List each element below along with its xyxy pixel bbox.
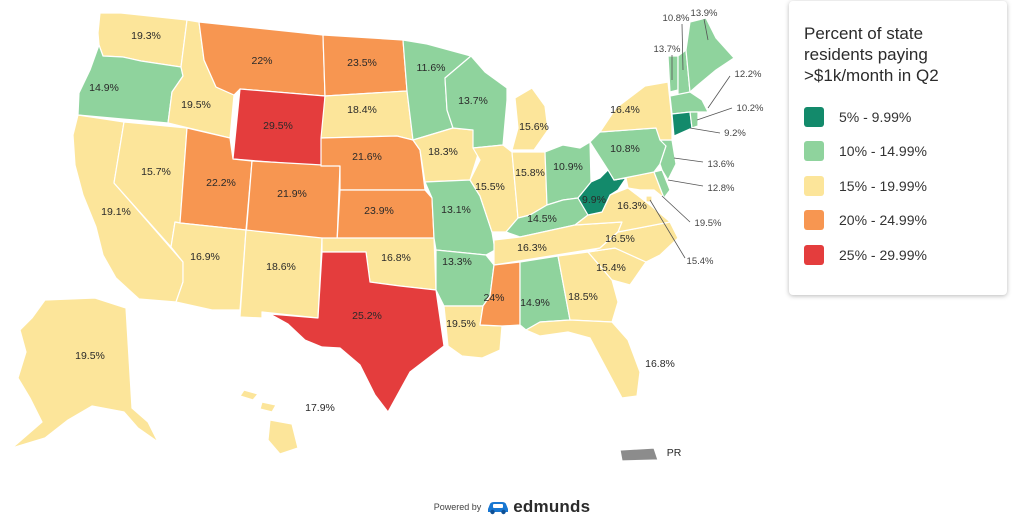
label-AR: 13.3%	[442, 256, 472, 268]
label-KS: 23.9%	[364, 205, 394, 217]
label-SC: 15.4%	[596, 262, 626, 274]
state-IL[interactable]	[469, 144, 519, 233]
state-AK[interactable]	[11, 297, 159, 449]
label-CO: 21.9%	[277, 188, 307, 200]
label-RI: 10.2%	[737, 103, 764, 114]
label-WV: 9.9%	[582, 194, 606, 206]
label-PR: PR	[667, 447, 682, 459]
state-MI[interactable]	[511, 87, 549, 151]
edmunds-logo-text: edmunds	[513, 497, 591, 516]
label-AZ: 16.9%	[190, 251, 220, 263]
label-AL: 14.9%	[520, 297, 550, 309]
legend-label: 20% - 24.99%	[839, 212, 927, 228]
label-DC: 15.4%	[687, 256, 714, 267]
label-FL: 16.8%	[645, 358, 675, 370]
label-MA: 12.2%	[735, 69, 762, 80]
legend-label: 10% - 14.99%	[839, 143, 927, 159]
state-CO[interactable]	[245, 160, 341, 243]
label-NC: 16.5%	[605, 233, 635, 245]
legend-title: Percent of state residents paying >$1k/m…	[804, 24, 939, 85]
label-NM: 18.6%	[266, 261, 296, 273]
legend-swatch	[804, 106, 824, 127]
state-HI-2	[259, 401, 277, 413]
label-GA: 18.5%	[568, 291, 598, 303]
label-CT: 9.2%	[724, 128, 746, 139]
legend-swatch	[804, 244, 824, 265]
label-MD: 19.5%	[695, 218, 722, 229]
legend-item: 5% - 9.99%	[804, 105, 993, 128]
state-NJ[interactable]	[659, 139, 677, 181]
state-HI-3	[267, 419, 299, 455]
label-MI: 15.6%	[519, 121, 549, 133]
state-VT[interactable]	[667, 55, 679, 93]
label-SD: 18.4%	[347, 104, 377, 116]
label-IL: 15.5%	[475, 181, 505, 193]
label-WY: 29.5%	[263, 120, 293, 132]
label-WA: 19.3%	[131, 30, 161, 42]
label-ME: 13.9%	[691, 8, 718, 19]
label-NH: 10.8%	[663, 13, 690, 24]
label-MS: 24%	[483, 292, 504, 304]
state-TX[interactable]	[269, 251, 445, 413]
label-VT: 13.7%	[654, 44, 681, 55]
label-NV: 15.7%	[141, 166, 171, 178]
label-ND: 23.5%	[347, 57, 377, 69]
legend-card: Percent of state residents paying >$1k/m…	[789, 1, 1007, 295]
label-TN: 16.3%	[517, 242, 547, 254]
state-CT[interactable]	[671, 111, 693, 137]
car-wheel	[490, 509, 495, 515]
legend-label: 25% - 29.99%	[839, 246, 927, 263]
label-IA: 18.3%	[428, 146, 458, 158]
label-AK: 19.5%	[75, 350, 105, 362]
state-PR[interactable]	[619, 447, 659, 462]
label-TX: 25.2%	[352, 310, 382, 322]
legend-label: 15% - 19.99%	[839, 177, 927, 194]
label-OK: 16.8%	[381, 252, 411, 264]
state-MA[interactable]	[669, 91, 709, 115]
state-FL[interactable]	[525, 319, 641, 399]
label-IN: 15.8%	[515, 167, 545, 179]
state-ME[interactable]	[685, 17, 735, 93]
label-DE: 12.8%	[708, 183, 735, 194]
label-WI: 13.7%	[458, 95, 488, 107]
label-HI: 17.9%	[305, 402, 335, 414]
legend-swatch	[804, 175, 824, 196]
legend-item: 20% - 24.99%	[804, 209, 993, 232]
legend-item: 15% - 19.99%	[804, 174, 993, 197]
label-OH: 10.9%	[553, 161, 583, 173]
label-LA: 19.5%	[446, 318, 476, 330]
label-MO: 13.1%	[441, 204, 471, 216]
legend-item: 10% - 14.99%	[804, 140, 993, 163]
state-HI[interactable]	[239, 389, 259, 401]
label-KY: 14.5%	[527, 213, 557, 225]
legend-item: 25% - 29.99%	[804, 243, 993, 266]
label-MN: 11.6%	[417, 62, 446, 74]
state-DE[interactable]	[653, 169, 671, 199]
car-window	[493, 504, 504, 508]
label-VA: 16.3%	[617, 200, 647, 212]
state-shapes	[11, 12, 735, 462]
label-NE: 21.6%	[352, 151, 382, 163]
legend-label: 5% - 9.99%	[839, 108, 912, 125]
legend-swatch	[804, 141, 824, 161]
label-MT: 22%	[251, 55, 272, 67]
legend-swatch	[804, 210, 824, 230]
label-NY: 16.4%	[610, 104, 640, 116]
label-ID: 19.5%	[181, 99, 211, 111]
callout-leader-lines	[649, 18, 733, 259]
label-NJ: 13.6%	[708, 159, 735, 170]
state-NM[interactable]	[239, 229, 323, 319]
car-wheel	[501, 509, 506, 515]
label-PA: 10.8%	[610, 143, 640, 155]
label-CA: 19.1%	[101, 206, 131, 218]
state-RI[interactable]	[689, 111, 699, 129]
powered-by-text: Powered by	[433, 502, 482, 512]
state-value-labels: 19.3% 14.9% 19.1% 15.7% 19.5% 22% 29.5% …	[75, 8, 764, 459]
label-UT: 22.2%	[206, 177, 236, 189]
label-OR: 14.9%	[89, 82, 119, 94]
powered-by-footer: Powered by edmunds	[0, 497, 1024, 517]
car-logo-icon	[488, 502, 509, 515]
